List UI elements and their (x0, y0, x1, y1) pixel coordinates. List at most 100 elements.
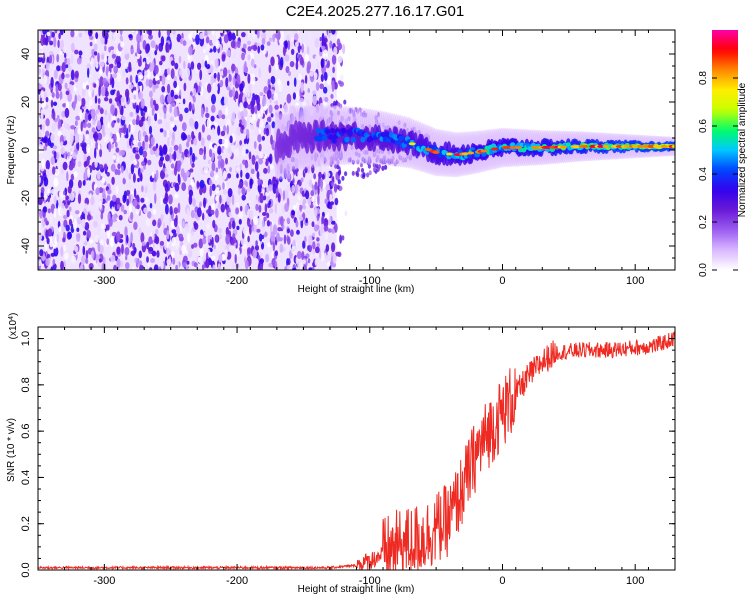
noise-cell (245, 181, 249, 188)
noise-cell (326, 76, 332, 85)
noise-cell (101, 54, 105, 60)
noise-cell (57, 83, 62, 92)
noise-cell (242, 159, 246, 165)
noise-cell (85, 258, 89, 264)
noise-cell (171, 237, 176, 247)
noise-cell (196, 181, 200, 188)
noise-cell (140, 197, 145, 203)
noise-cell (162, 167, 166, 172)
x-tick-label: 100 (626, 575, 644, 587)
noise-cell (111, 214, 117, 223)
noise-cell (89, 41, 93, 47)
noise-cell (210, 209, 215, 215)
noise-cell (167, 94, 172, 104)
noise-cell (161, 74, 166, 86)
noise-cell (170, 68, 175, 80)
noise-cell (98, 68, 103, 75)
noise-cell (275, 56, 279, 66)
noise-cell (116, 61, 122, 69)
x-tick-label: -300 (93, 275, 115, 287)
noise-cell (332, 66, 335, 74)
noise-cell (172, 257, 176, 265)
noise-cell (65, 90, 70, 96)
noise-cell (102, 193, 106, 201)
ridge-inner (350, 136, 356, 143)
noise-cell (104, 109, 108, 116)
heatmap-cells (38, 30, 675, 270)
noise-cell (130, 124, 136, 133)
noise-cell (286, 217, 291, 224)
x-tick-label: 0 (499, 575, 505, 587)
noise-cell (45, 35, 49, 46)
noise-cell (129, 204, 132, 213)
noise-cell (74, 70, 79, 79)
noise-cell (268, 156, 272, 162)
noise-cell (222, 189, 228, 195)
noise-cell (203, 146, 206, 156)
noise-cell (133, 160, 138, 166)
noise-cell (100, 228, 106, 237)
noise-cell (283, 104, 288, 113)
noise-cell (337, 102, 341, 108)
noise-cell (179, 250, 183, 255)
noise-cell (43, 74, 48, 85)
noise-cell (268, 184, 273, 192)
noise-cell (232, 76, 236, 86)
noise-cell (315, 82, 320, 91)
noise-cell (40, 90, 45, 99)
noise-cell (170, 139, 175, 146)
noise-cell (60, 141, 64, 147)
noise-cell (259, 119, 264, 128)
noise-cell (236, 146, 240, 158)
noise-cell (323, 86, 328, 94)
noise-cell (211, 183, 216, 191)
noise-cell (163, 107, 167, 113)
noise-cell (95, 187, 100, 196)
noise-cell (115, 132, 121, 142)
noise-cell (173, 193, 179, 199)
noise-cell (173, 94, 179, 100)
noise-cell (225, 106, 229, 116)
noise-cell (100, 86, 106, 97)
noise-cell (255, 203, 259, 211)
noise-cell (120, 204, 125, 212)
noise-cell (177, 202, 181, 214)
noise-cell (195, 34, 200, 45)
ridge-peak (504, 146, 512, 150)
noise-cell (124, 226, 128, 238)
noise-cell (115, 141, 118, 148)
noise-cell (86, 229, 91, 239)
noise-cell (171, 96, 175, 104)
noise-cell (236, 40, 241, 49)
noise-cell (325, 244, 330, 253)
ridge-peak (615, 144, 623, 148)
noise-cell (305, 217, 308, 224)
noise-cell (260, 224, 266, 235)
noise-cell (103, 163, 108, 171)
ridge-peak (660, 144, 668, 148)
noise-cell (64, 57, 68, 64)
noise-cell (69, 192, 75, 202)
noise-cell (332, 253, 337, 264)
noise-cell (173, 207, 179, 215)
noise-cell (211, 30, 215, 36)
noise-cell (238, 218, 242, 225)
noise-cell (205, 252, 209, 261)
noise-cell (277, 227, 282, 232)
noise-cell (261, 135, 265, 141)
noise-cell (224, 248, 228, 259)
noise-cell (122, 194, 127, 204)
noise-cell (95, 141, 98, 152)
noise-cell (47, 208, 51, 214)
noise-cell (194, 120, 199, 130)
noise-cell (174, 62, 179, 70)
noise-cell (199, 32, 205, 40)
noise-cell (130, 212, 134, 220)
noise-cell (215, 167, 219, 173)
noise-cell (306, 45, 310, 56)
noise-cell (182, 220, 185, 228)
noise-cell (148, 143, 152, 149)
noise-cell (241, 194, 246, 201)
noise-cell (341, 235, 345, 241)
noise-cell (177, 98, 182, 104)
